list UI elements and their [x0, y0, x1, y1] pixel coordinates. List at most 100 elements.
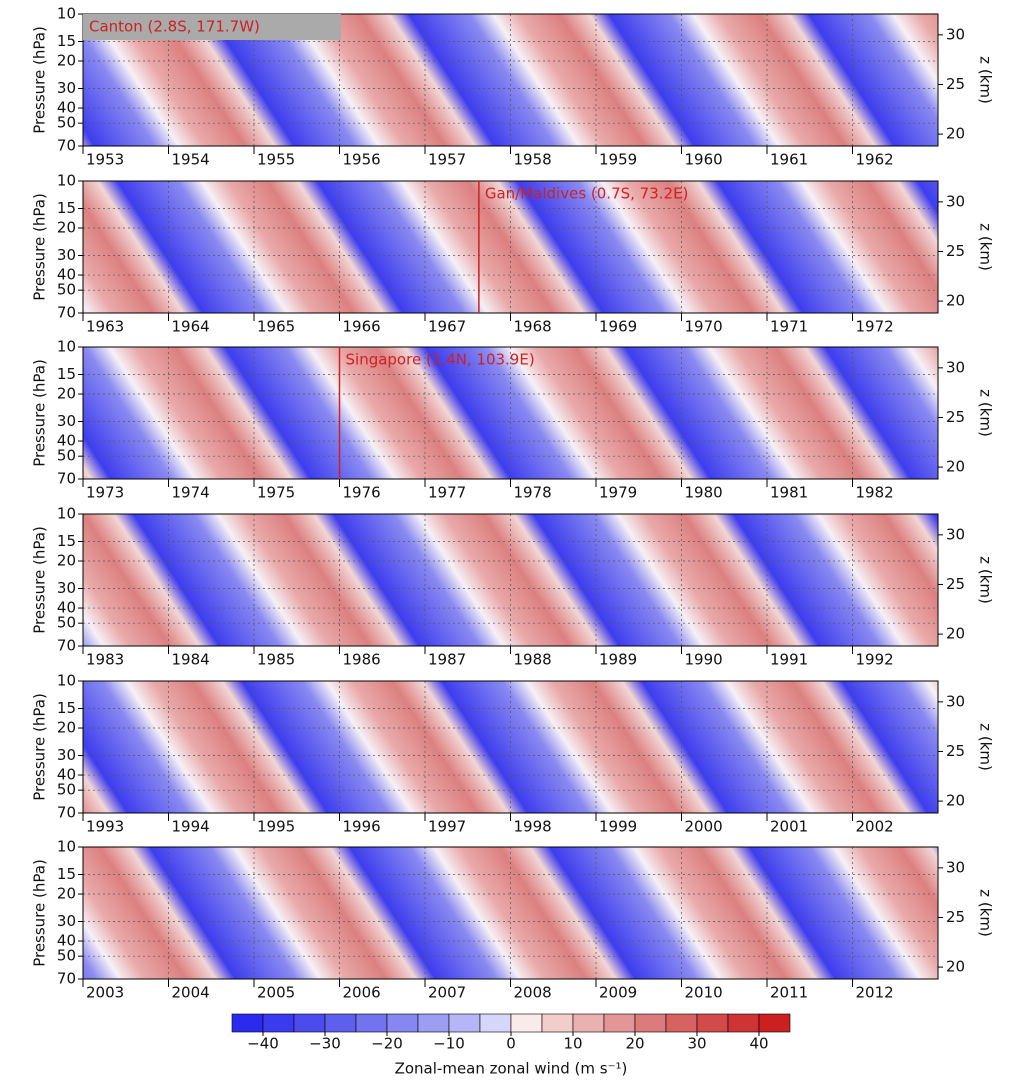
y-tick-label: 30 — [57, 412, 76, 430]
y-tick-label: 40 — [57, 266, 76, 284]
y-tick-label: 15 — [57, 532, 76, 550]
y-tick-label: 15 — [57, 32, 76, 50]
x-tick-label: 1986 — [343, 651, 381, 669]
plot-frame — [82, 846, 939, 980]
colorbar-bin — [634, 1013, 667, 1033]
y-tick-label: 40 — [57, 99, 76, 117]
y-tick-label: 70 — [57, 137, 76, 155]
x-tick-label: 1980 — [685, 484, 723, 502]
colorbar-bin — [262, 1013, 295, 1033]
x-tick-label: 1984 — [172, 651, 210, 669]
x-tick-label: 1964 — [172, 318, 210, 336]
y-tick-label: 40 — [57, 599, 76, 617]
x-tick-label: 1957 — [428, 151, 466, 169]
x-tick-label: 1956 — [343, 151, 381, 169]
x-tick-label: 1993 — [86, 818, 124, 836]
x-tick-label: 2002 — [856, 818, 894, 836]
x-tick-label: 1994 — [172, 818, 210, 836]
y-tick-label: 20 — [57, 385, 76, 403]
y2-tick-label: 25 — [946, 742, 965, 760]
colorbar-bin — [231, 1013, 264, 1033]
x-tick-label: 1988 — [514, 651, 552, 669]
y-tick-label: 15 — [57, 865, 76, 883]
y-tick-label: 10 — [57, 505, 76, 523]
plot-frame — [82, 680, 939, 814]
x-tick-label: 2005 — [257, 984, 295, 1002]
x-tick-label: 1974 — [172, 484, 210, 502]
x-tick-label: 1996 — [343, 818, 381, 836]
colorbar-bin — [603, 1013, 636, 1033]
colorbar-bin — [479, 1013, 512, 1033]
y2-axis-label: z (km) — [977, 223, 995, 271]
colorbar-bin — [696, 1013, 729, 1033]
x-tick-label: 1977 — [428, 484, 466, 502]
colorbar-bin — [355, 1013, 388, 1033]
y2-tick-label: 30 — [946, 858, 965, 876]
y-tick-label: 10 — [57, 5, 76, 23]
x-tick-label: 1961 — [770, 151, 808, 169]
y-tick-label: 15 — [57, 365, 76, 383]
colorbar-bin — [324, 1013, 357, 1033]
plot-frame — [82, 346, 939, 480]
colorbar-tick-label: 30 — [687, 1035, 706, 1053]
y2-tick-label: 30 — [946, 692, 965, 710]
x-tick-label: 1959 — [599, 151, 637, 169]
x-tick-label: 1963 — [86, 318, 124, 336]
y-tick-label: 30 — [57, 246, 76, 264]
colorbar-tick-label: 40 — [749, 1035, 768, 1053]
x-tick-label: 2006 — [343, 984, 381, 1002]
x-tick-label: 1981 — [770, 484, 808, 502]
colorbar-bin — [510, 1013, 543, 1033]
y-tick-label: 40 — [57, 432, 76, 450]
x-tick-label: 1991 — [770, 651, 808, 669]
x-tick-label: 2000 — [685, 818, 723, 836]
y2-tick-label: 25 — [946, 408, 965, 426]
y2-tick-label: 30 — [946, 525, 965, 543]
x-tick-label: 1975 — [257, 484, 295, 502]
x-tick-label: 1955 — [257, 151, 295, 169]
y-tick-label: 50 — [57, 114, 76, 132]
x-tick-label: 1972 — [856, 318, 894, 336]
x-tick-label: 1953 — [86, 151, 124, 169]
colorbar-label: Zonal-mean zonal wind (m s⁻¹) — [395, 1060, 628, 1078]
x-tick-label: 1999 — [599, 818, 637, 836]
y-tick-label: 50 — [57, 781, 76, 799]
y-tick-label: 30 — [57, 79, 76, 97]
plot-frame — [82, 180, 939, 314]
x-tick-label: 1967 — [428, 318, 466, 336]
y-tick-label: 20 — [57, 52, 76, 70]
x-tick-label: 1962 — [856, 151, 894, 169]
y2-tick-label: 20 — [946, 458, 965, 476]
x-tick-label: 1990 — [685, 651, 723, 669]
x-tick-label: 1998 — [514, 818, 552, 836]
y-tick-label: 30 — [57, 746, 76, 764]
x-tick-label: 2007 — [428, 984, 466, 1002]
x-tick-label: 1987 — [428, 651, 466, 669]
y-tick-label: 20 — [57, 885, 76, 903]
colorbar-bin — [572, 1013, 605, 1033]
colorbar-bin — [417, 1013, 450, 1033]
y2-tick-label: 20 — [946, 625, 965, 643]
x-tick-label: 1983 — [86, 651, 124, 669]
colorbar-tick-label: −10 — [433, 1035, 465, 1053]
x-tick-label: 1958 — [514, 151, 552, 169]
annotation-box — [83, 14, 341, 40]
y-tick-label: 70 — [57, 470, 76, 488]
colorbar-bin — [758, 1013, 791, 1033]
x-tick-label: 1989 — [599, 651, 637, 669]
y2-tick-label: 25 — [946, 575, 965, 593]
x-tick-label: 1971 — [770, 318, 808, 336]
x-tick-label: 1985 — [257, 651, 295, 669]
colorbar-bin — [727, 1013, 760, 1033]
y2-axis-label: z (km) — [977, 56, 995, 104]
y2-tick-label: 30 — [946, 358, 965, 376]
x-tick-label: 2008 — [514, 984, 552, 1002]
colorbar-tick-label: 0 — [506, 1035, 516, 1053]
y-tick-label: 10 — [57, 838, 76, 856]
colorbar-tick-label: 10 — [563, 1035, 582, 1053]
y2-tick-label: 20 — [946, 125, 965, 143]
y-tick-label: 15 — [57, 199, 76, 217]
x-tick-label: 2011 — [770, 984, 808, 1002]
x-tick-label: 1982 — [856, 484, 894, 502]
x-tick-label: 2012 — [856, 984, 894, 1002]
